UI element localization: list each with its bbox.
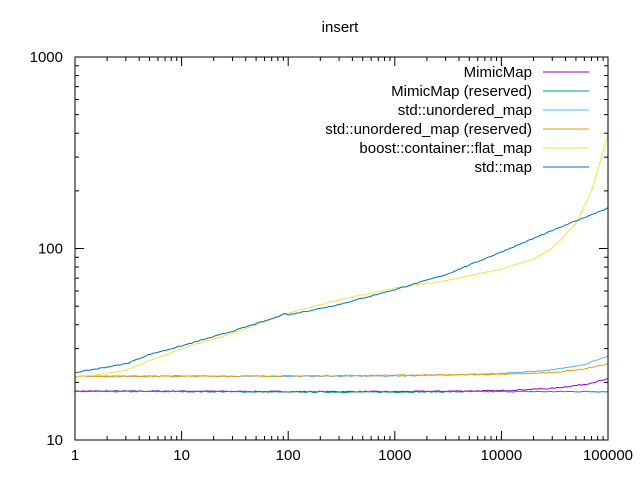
series-layer <box>74 134 609 394</box>
y-tick-label: 10 <box>46 432 63 449</box>
axes-layer: 1 10 100 1000 10000 100000 10 100 1000 <box>30 49 633 464</box>
x-tick-label: 1 <box>71 447 79 464</box>
legend-label: std::unordered_map (reserved) <box>325 121 532 138</box>
legend-entry: std::map <box>474 159 589 176</box>
legend-label: boost::container::flat_map <box>359 140 532 157</box>
y-tick-label: 100 <box>38 241 63 258</box>
legend-label: MimicMap (reserved) <box>391 83 532 100</box>
x-tick-label: 100 <box>276 447 301 464</box>
series-line-6 <box>74 207 609 374</box>
series-line-5 <box>74 134 609 379</box>
x-tick-label: 10000 <box>481 447 523 464</box>
legend-label: std::map <box>474 159 532 176</box>
x-tick-label: 10 <box>173 447 190 464</box>
y-tick-label: 1000 <box>30 49 63 66</box>
x-tick-label: 1000 <box>378 447 411 464</box>
legend-label: std::unordered_map <box>398 102 532 119</box>
legend-entry: boost::container::flat_map <box>359 140 589 157</box>
legend-entry: MimicMap (reserved) <box>391 83 589 100</box>
series-line-2 <box>74 390 609 394</box>
chart-title: insert <box>322 19 360 36</box>
legend-entry: MimicMap <box>464 64 589 81</box>
series-line-4 <box>74 363 609 378</box>
legend-entry: std::unordered_map <box>398 102 589 119</box>
legend-label: MimicMap <box>464 64 532 81</box>
legend-entry: std::unordered_map (reserved) <box>325 121 589 138</box>
x-tick-label: 100000 <box>583 447 633 464</box>
